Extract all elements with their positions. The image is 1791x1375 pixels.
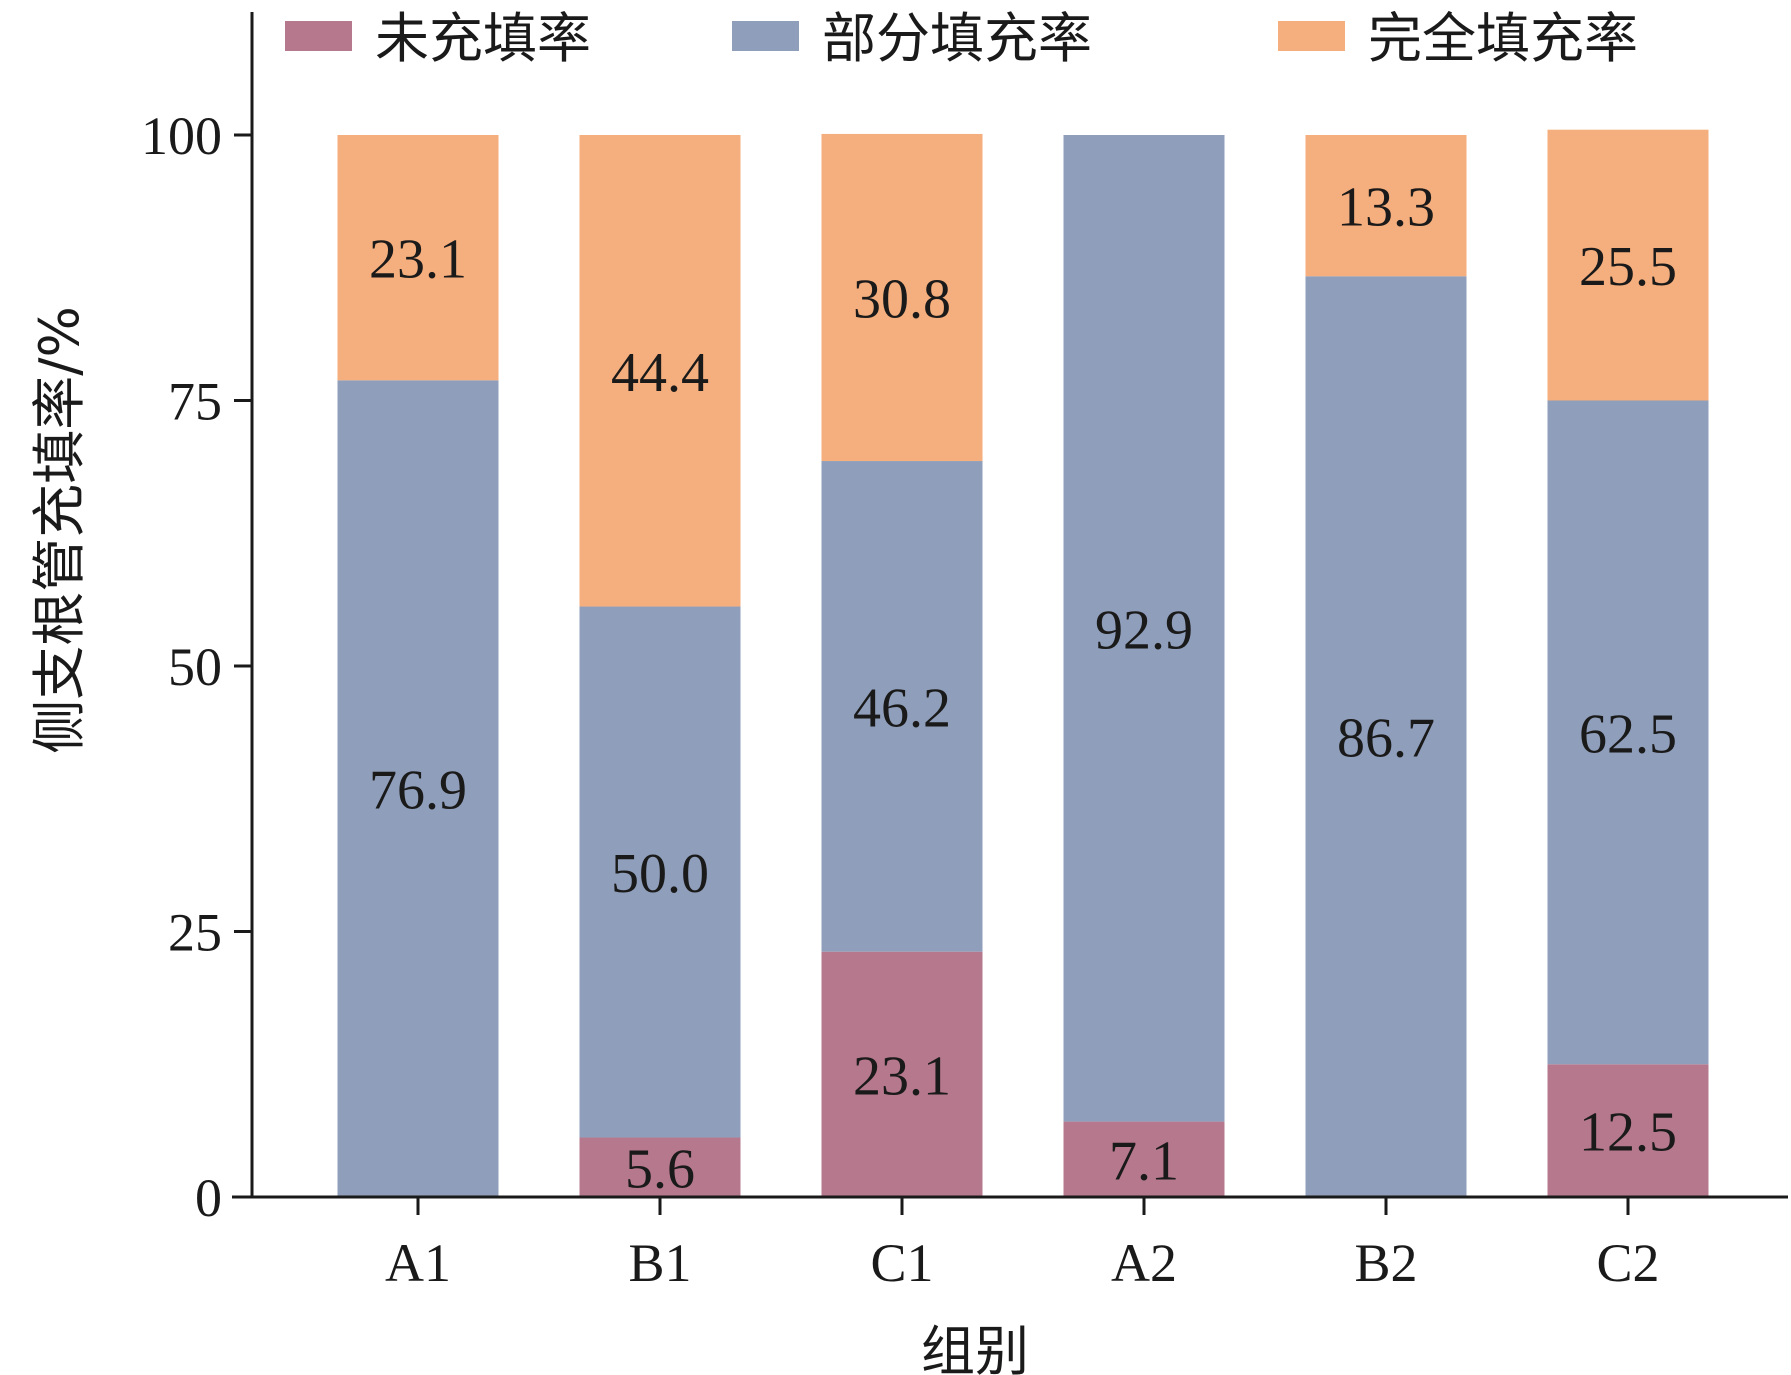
bar-segment-C1-series-1 (821, 951, 983, 1197)
bar-segment-C2-series-3 (1547, 129, 1709, 401)
x-tick-label-C2: C2 (1596, 1233, 1659, 1293)
data-label-C2-series-1: 12.5 (1579, 1102, 1677, 1164)
data-label-C2-series-3: 25.5 (1579, 236, 1677, 298)
y-tick-label-50: 50 (168, 637, 222, 697)
bar-segment-A1-series-3 (337, 135, 499, 381)
y-tick-label-0: 0 (195, 1168, 222, 1228)
legend-swatch-series-1 (285, 21, 352, 51)
data-label-B2-series-2: 86.7 (1337, 708, 1435, 770)
legend-swatch-series-2 (732, 21, 799, 51)
bar-segment-B1-series-1 (579, 1137, 741, 1197)
x-tick-label-B2: B2 (1354, 1233, 1417, 1293)
axes-layer (232, 12, 1788, 1199)
bar-segment-C1-series-3 (821, 133, 983, 462)
bar-segment-A1-series-2 (337, 380, 499, 1197)
legend-label-series-3: 完全填充率 (1368, 7, 1638, 70)
data-label-C1-series-3: 30.8 (853, 268, 951, 330)
bar-segment-B2-series-3 (1305, 135, 1467, 277)
bar-segment-C2-series-1 (1547, 1064, 1709, 1197)
data-label-A1-series-3: 23.1 (369, 229, 467, 291)
data-label-B1-series-2: 50.0 (611, 843, 709, 905)
y-tick-label-100: 100 (141, 106, 222, 166)
bar-segment-A2-series-1 (1063, 1121, 1225, 1197)
x-tick-label-A2: A2 (1111, 1233, 1177, 1293)
y-ticks-layer: 0 25 50 75 100 (141, 106, 252, 1228)
x-tick-label-C1: C1 (870, 1233, 933, 1293)
data-label-A2-series-2: 92.9 (1095, 599, 1193, 661)
data-label-C2-series-2: 62.5 (1579, 703, 1677, 765)
legend-label-series-1: 未充填率 (375, 7, 591, 70)
bars-layer (337, 129, 1709, 1198)
bar-segment-A2-series-2 (1063, 135, 1225, 1122)
x-tick-label-B1: B1 (628, 1233, 691, 1293)
y-axis-title: 侧支根管充填率/% (28, 306, 91, 754)
legend-label-series-2: 部分填充率 (822, 7, 1092, 70)
data-label-A1-series-2: 76.9 (369, 760, 467, 822)
data-labels-layer: 76.9 23.1 5.6 50.0 44.4 23.1 46.2 30.8 7.1 92.9 86… (369, 177, 1677, 1201)
y-tick-label-75: 75 (168, 372, 222, 432)
x-axis-title: 组别 (921, 1320, 1029, 1375)
x-ticks-layer: A1 B1 C1 A2 B2 C2 (385, 1197, 1660, 1293)
data-label-A2-series-1: 7.1 (1109, 1130, 1179, 1192)
bar-segment-B2-series-2 (1305, 276, 1467, 1198)
data-label-B1-series-3: 44.4 (611, 342, 709, 404)
bar-segment-B1-series-2 (579, 606, 741, 1138)
data-label-B2-series-3: 13.3 (1337, 177, 1435, 239)
data-label-C1-series-2: 46.2 (853, 677, 951, 739)
data-label-B1-series-1: 5.6 (625, 1138, 695, 1200)
bar-segment-C2-series-2 (1547, 400, 1709, 1065)
bar-segment-C1-series-2 (821, 461, 983, 952)
x-tick-label-A1: A1 (385, 1233, 451, 1293)
y-tick-label-25: 25 (168, 903, 222, 963)
legend: 未充填率 部分填充率 完全填充率 (285, 7, 1638, 70)
data-label-C1-series-1: 23.1 (853, 1045, 951, 1107)
bar-segment-B1-series-3 (579, 135, 741, 607)
legend-swatch-series-3 (1278, 21, 1345, 51)
